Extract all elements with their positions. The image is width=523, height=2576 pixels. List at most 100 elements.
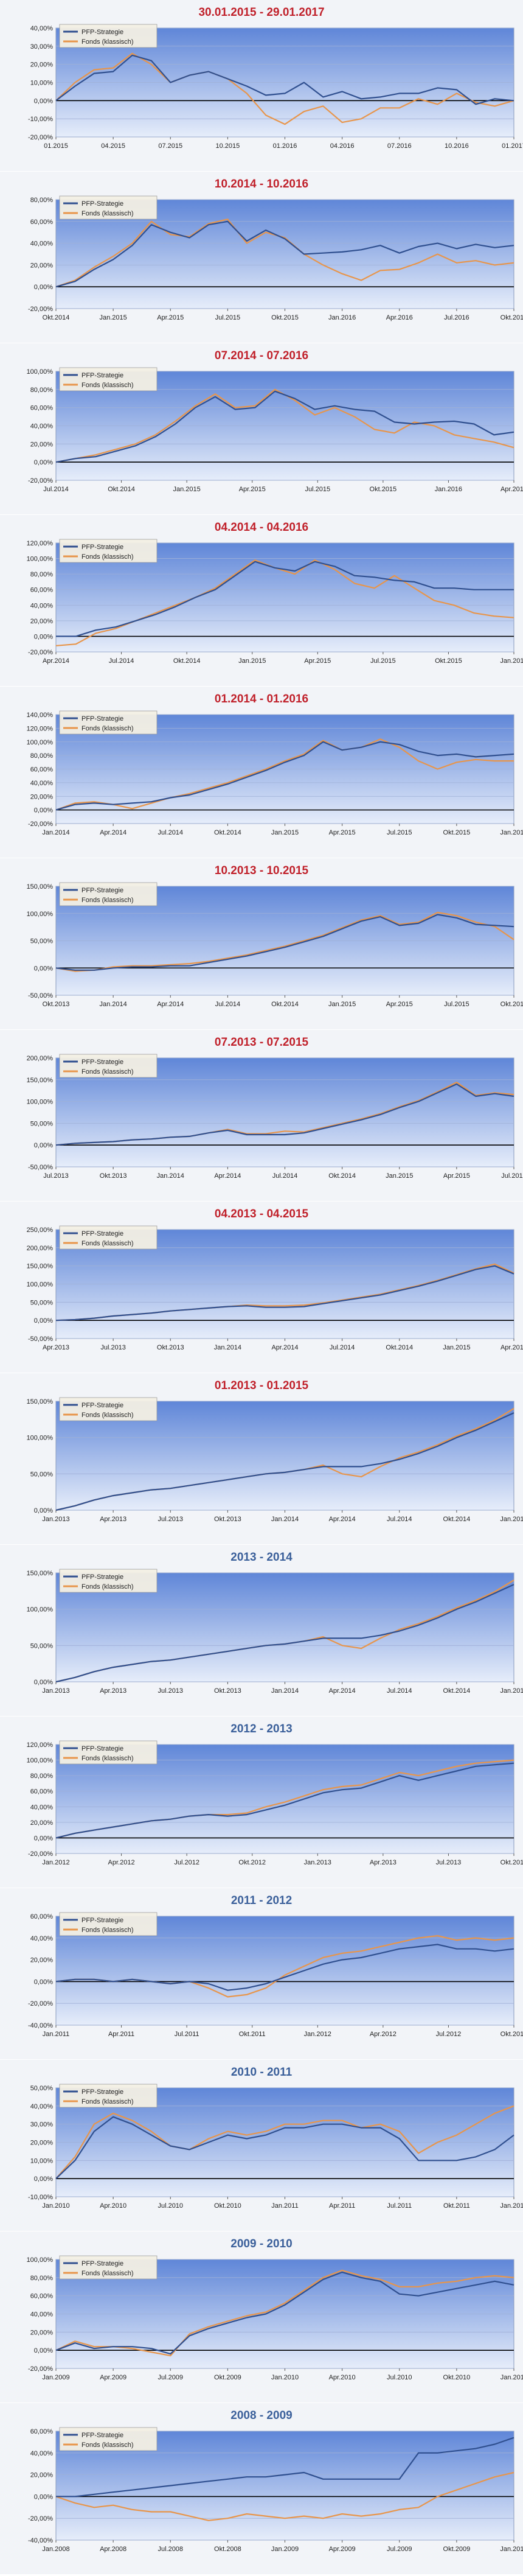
chart-svg: -20,00% 0,00% 20,00% 40,00% 60,00% 80,00% 100,… <box>27 2255 523 2381</box>
x-tick-label: Jan.2016 <box>500 657 523 665</box>
x-tick-label: Jan.2010 <box>500 2546 523 2553</box>
x-tick-label: Apr.2015 <box>157 314 184 321</box>
chart-svg: -40,00% -20,00% 0,00% 20,00% 40,00% 60,00% Jan… <box>28 1912 523 2038</box>
chart-svg: -20,00% 0,00% 20,00% 40,00% 60,00% 80,00% Okt.… <box>28 195 523 321</box>
x-tick-label: Okt.2011 <box>239 2031 266 2038</box>
legend-box <box>59 1054 158 1078</box>
series-line-fonds-klassisch <box>55 2269 514 2357</box>
y-tick-label: -40,00% <box>28 2537 53 2544</box>
y-tick-label: 200,00% <box>27 1055 54 1062</box>
x-tick-label: Apr.2014 <box>329 1516 356 1523</box>
x-tick-label: Jan.2008 <box>42 2546 69 2553</box>
x-tick-label: Jul.2015 <box>215 314 241 321</box>
x-tick-label: Jan.2015 <box>173 486 201 493</box>
y-tick-label: 50,00% <box>30 1471 54 1478</box>
series-line-pfp-strategie <box>55 390 514 463</box>
y-tick-label: 60,00% <box>30 2428 54 2435</box>
y-tick-label: 120,00% <box>27 725 54 732</box>
legend-box <box>59 2427 158 2451</box>
series-line-pfp-strategie <box>55 914 514 971</box>
x-tick-label: Okt.2010 <box>443 2374 471 2381</box>
y-tick-label: 0,00% <box>34 2493 53 2501</box>
y-tick-label: 60,00% <box>30 1788 54 1796</box>
x-tick-label: Okt.2009 <box>214 2374 241 2381</box>
x-tick-label: Okt.2012 <box>500 2031 523 2038</box>
x-tick-label: Apr.2014 <box>157 1001 184 1008</box>
y-tick-label: 50,00% <box>30 938 54 945</box>
y-tick-label: -20,00% <box>28 821 53 828</box>
legend: PFP-Strategie Fonds (klassisch) <box>59 882 158 906</box>
x-tick-label: Apr.2014 <box>271 1344 298 1351</box>
y-tick-label: 150,00% <box>27 883 54 891</box>
x-tick-label: Jan.2015 <box>443 1344 470 1351</box>
chart-svg: -20,00% 0,00% 20,00% 40,00% 60,00% 80,00% 100,… <box>27 710 523 836</box>
series-line-fonds-klassisch <box>55 219 514 288</box>
x-tick-label: Jul.2012 <box>174 1859 199 1866</box>
chart-panel: 2011 - 2012 -40,00% -20,00% 0,00% 20,00% 40,0… <box>0 1888 523 2059</box>
x-tick-label: Apr.2016 <box>386 314 413 321</box>
legend-label: Fonds (klassisch) <box>81 210 134 217</box>
x-tick-label: Apr.2013 <box>370 1859 397 1866</box>
x-tick-label: Okt.2013 <box>157 1344 184 1351</box>
x-tick-label: Jul.2014 <box>330 1344 355 1351</box>
x-tick-label: Jan.2016 <box>500 829 523 836</box>
chart-title: 04.2013 - 04.2015 <box>214 1208 309 1220</box>
legend-label: Fonds (klassisch) <box>81 1927 134 1934</box>
x-tick-label: Jul.2014 <box>109 657 134 665</box>
legend-label: Fonds (klassisch) <box>81 38 134 46</box>
x-tick-label: Jan.2013 <box>42 1516 69 1523</box>
x-tick-label: Okt.2016 <box>500 314 523 321</box>
x-tick-label: Jul.2014 <box>215 1001 241 1008</box>
x-tick-label: Jan.2012 <box>42 1859 69 1866</box>
x-tick-label: Okt.2015 <box>443 829 471 836</box>
x-tick-label: 01.2017 <box>502 142 523 150</box>
x-tick-label: Okt.2015 <box>271 314 299 321</box>
y-tick-label: 100,00% <box>27 1281 54 1289</box>
x-tick-label: Apr.2015 <box>329 829 356 836</box>
legend-label: PFP-Strategie <box>81 544 123 551</box>
x-tick-label: Jan.2011 <box>271 2202 298 2210</box>
y-tick-label: 40,00% <box>30 602 54 609</box>
x-tick-label: Okt.2013 <box>214 1687 241 1695</box>
chart-title: 07.2013 - 07.2015 <box>214 1036 309 1049</box>
y-tick-label: -20,00% <box>28 134 53 141</box>
x-tick-label: Jul.2014 <box>43 486 69 493</box>
series-line-pfp-strategie <box>55 741 514 811</box>
chart-panel: 04.2014 - 04.2016 -20,00% 0,00% 20,00% 40,00… <box>0 515 523 686</box>
legend: PFP-Strategie Fonds (klassisch) <box>59 539 158 563</box>
x-tick-label: Jul.2009 <box>387 2546 412 2553</box>
x-tick-label: Okt.2015 <box>435 657 462 665</box>
legend-label: PFP-Strategie <box>81 1917 123 1924</box>
y-tick-label: 80,00% <box>30 387 54 394</box>
y-tick-label: 50,00% <box>30 1642 54 1650</box>
series-line-pfp-strategie <box>56 2437 514 2497</box>
x-tick-label: Okt.2013 <box>214 1516 241 1523</box>
chart-title: 10.2013 - 10.2015 <box>214 864 309 877</box>
y-tick-label: 0,00% <box>34 1317 53 1325</box>
chart-title: 2011 - 2012 <box>230 1894 293 1907</box>
chart-panel: 2008 - 2009 -40,00% -20,00% 0,00% 20,00% 40,0… <box>0 2403 523 2574</box>
chart-title: 2013 - 2014 <box>230 1551 293 1564</box>
x-tick-label: Okt.2009 <box>443 2546 471 2553</box>
series-line-pfp-strategie <box>55 2271 514 2355</box>
x-tick-label: Jan.2014 <box>271 1516 299 1523</box>
legend-box <box>59 710 158 735</box>
x-tick-label: Apr.2012 <box>108 1859 135 1866</box>
x-tick-label: Jan.2014 <box>271 1687 299 1695</box>
y-tick-label: 0,00% <box>34 459 53 466</box>
x-tick-label: Apr.2013 <box>100 1687 126 1695</box>
y-tick-label: 0,00% <box>34 807 53 814</box>
chart-panel: 2013 - 2014 0,00% 50,00% 100,00% 150,00% Jan.… <box>0 1545 523 1716</box>
x-tick-label: Okt.2012 <box>238 1859 266 1866</box>
legend-label: PFP-Strategie <box>81 715 123 723</box>
y-tick-label: 0,00% <box>34 633 53 640</box>
legend-label: PFP-Strategie <box>81 1745 123 1752</box>
chart-title: 07.2014 - 07.2016 <box>214 349 309 362</box>
y-tick-label: -10,00% <box>28 116 53 123</box>
x-tick-label: Okt.2014 <box>214 829 241 836</box>
x-tick-label: Okt.2014 <box>43 314 70 321</box>
legend: PFP-Strategie Fonds (klassisch) <box>59 2427 158 2451</box>
x-tick-label: Jul.2013 <box>158 1687 183 1695</box>
chart-panel: 2009 - 2010 -20,00% 0,00% 20,00% 40,00% 60,00… <box>0 2231 523 2403</box>
